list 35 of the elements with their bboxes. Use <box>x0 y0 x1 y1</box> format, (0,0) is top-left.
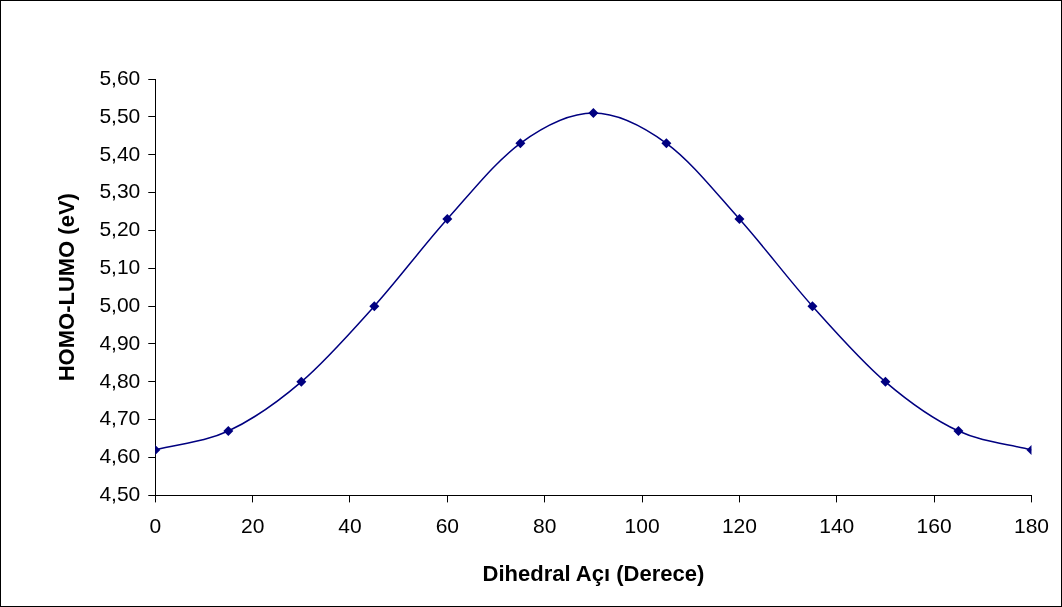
y-tick-label: 4,70 <box>99 406 141 430</box>
y-tick-label: 4,90 <box>99 330 141 354</box>
y-tick-label: 4,50 <box>99 482 141 506</box>
point <box>953 426 964 437</box>
x-tick-label: 180 <box>1013 513 1049 537</box>
point <box>442 214 453 225</box>
point <box>661 138 672 149</box>
point <box>223 426 234 437</box>
y-tick-label: 5,40 <box>99 141 141 165</box>
x-tick-label: 120 <box>721 513 757 537</box>
x-tick-label: 100 <box>624 513 660 537</box>
y-tick-label: 5,60 <box>99 65 141 89</box>
y-tick-label: 5,20 <box>99 217 141 241</box>
y-tick-label: 5,00 <box>99 292 141 316</box>
y-axis-title: HOMO-LUMO (eV) <box>54 193 80 382</box>
point <box>515 138 526 149</box>
y-tick-label: 5,10 <box>99 255 141 279</box>
x-tick-label: 40 <box>338 513 362 537</box>
y-tick-label: 5,30 <box>99 179 141 203</box>
point <box>588 108 599 119</box>
x-tick-label: 140 <box>819 513 855 537</box>
point <box>880 376 891 387</box>
x-tick-label: 80 <box>533 513 557 537</box>
x-tick-label: 20 <box>240 513 265 537</box>
x-tick-label: 60 <box>435 513 460 537</box>
point <box>296 376 307 387</box>
x-tick-label: 160 <box>916 513 952 537</box>
y-tick-label: 5,50 <box>99 103 141 127</box>
point <box>369 301 380 312</box>
y-tick-label: 4,80 <box>99 368 141 392</box>
point <box>807 301 818 312</box>
y-tick-label: 4,60 <box>99 444 141 468</box>
x-tick-label: 0 <box>149 513 162 537</box>
x-axis-title: Dihedral Açı (Derece) <box>482 560 705 586</box>
point <box>734 214 745 225</box>
